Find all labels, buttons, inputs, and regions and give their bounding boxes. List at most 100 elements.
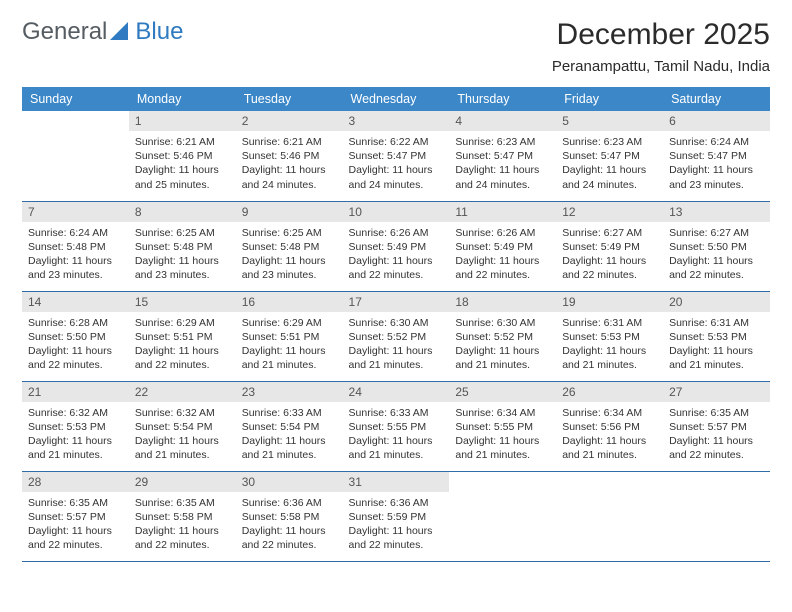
day-number: 29 <box>129 472 236 492</box>
day-body: Sunrise: 6:30 AMSunset: 5:52 PMDaylight:… <box>449 312 556 379</box>
day-number: 8 <box>129 202 236 222</box>
sunrise-line: Sunrise: 6:28 AM <box>28 316 123 330</box>
day-cell: 11Sunrise: 6:26 AMSunset: 5:49 PMDayligh… <box>449 201 556 291</box>
sunrise-line: Sunrise: 6:36 AM <box>242 496 337 510</box>
day-number: 17 <box>343 292 450 312</box>
day-body: Sunrise: 6:29 AMSunset: 5:51 PMDaylight:… <box>129 312 236 379</box>
day-body: Sunrise: 6:29 AMSunset: 5:51 PMDaylight:… <box>236 312 343 379</box>
day-cell: 12Sunrise: 6:27 AMSunset: 5:49 PMDayligh… <box>556 201 663 291</box>
sunrise-line: Sunrise: 6:35 AM <box>669 406 764 420</box>
sunrise-line: Sunrise: 6:24 AM <box>669 135 764 149</box>
day-cell: 21Sunrise: 6:32 AMSunset: 5:53 PMDayligh… <box>22 381 129 471</box>
sunset-line: Sunset: 5:52 PM <box>349 330 444 344</box>
day-cell: 13Sunrise: 6:27 AMSunset: 5:50 PMDayligh… <box>663 201 770 291</box>
weekday-header: Tuesday <box>236 87 343 111</box>
empty-cell <box>22 111 129 201</box>
day-number: 30 <box>236 472 343 492</box>
day-body: Sunrise: 6:23 AMSunset: 5:47 PMDaylight:… <box>449 131 556 198</box>
sunset-line: Sunset: 5:51 PM <box>135 330 230 344</box>
sunrise-line: Sunrise: 6:27 AM <box>669 226 764 240</box>
calendar-table: SundayMondayTuesdayWednesdayThursdayFrid… <box>22 87 770 562</box>
day-cell: 6Sunrise: 6:24 AMSunset: 5:47 PMDaylight… <box>663 111 770 201</box>
sunrise-line: Sunrise: 6:33 AM <box>242 406 337 420</box>
day-cell: 31Sunrise: 6:36 AMSunset: 5:59 PMDayligh… <box>343 471 450 561</box>
day-number: 12 <box>556 202 663 222</box>
sunset-line: Sunset: 5:53 PM <box>669 330 764 344</box>
day-body: Sunrise: 6:23 AMSunset: 5:47 PMDaylight:… <box>556 131 663 198</box>
sunset-line: Sunset: 5:50 PM <box>28 330 123 344</box>
day-body: Sunrise: 6:31 AMSunset: 5:53 PMDaylight:… <box>556 312 663 379</box>
day-cell: 16Sunrise: 6:29 AMSunset: 5:51 PMDayligh… <box>236 291 343 381</box>
day-number: 13 <box>663 202 770 222</box>
day-body: Sunrise: 6:33 AMSunset: 5:55 PMDaylight:… <box>343 402 450 469</box>
sunset-line: Sunset: 5:51 PM <box>242 330 337 344</box>
sunset-line: Sunset: 5:46 PM <box>242 149 337 163</box>
daylight-line: Daylight: 11 hours and 21 minutes. <box>242 344 337 372</box>
day-body: Sunrise: 6:21 AMSunset: 5:46 PMDaylight:… <box>129 131 236 198</box>
daylight-line: Daylight: 11 hours and 22 minutes. <box>669 254 764 282</box>
weekday-header: Monday <box>129 87 236 111</box>
day-cell: 17Sunrise: 6:30 AMSunset: 5:52 PMDayligh… <box>343 291 450 381</box>
sunset-line: Sunset: 5:48 PM <box>28 240 123 254</box>
sunset-line: Sunset: 5:55 PM <box>349 420 444 434</box>
logo-text-general: General <box>22 18 107 46</box>
daylight-line: Daylight: 11 hours and 24 minutes. <box>349 163 444 191</box>
daylight-line: Daylight: 11 hours and 21 minutes. <box>455 434 550 462</box>
sunset-line: Sunset: 5:50 PM <box>669 240 764 254</box>
day-body: Sunrise: 6:27 AMSunset: 5:50 PMDaylight:… <box>663 222 770 289</box>
title-block: December 2025 Peranampattu, Tamil Nadu, … <box>552 18 770 75</box>
day-body: Sunrise: 6:34 AMSunset: 5:55 PMDaylight:… <box>449 402 556 469</box>
day-body: Sunrise: 6:25 AMSunset: 5:48 PMDaylight:… <box>129 222 236 289</box>
sunrise-line: Sunrise: 6:24 AM <box>28 226 123 240</box>
day-cell: 24Sunrise: 6:33 AMSunset: 5:55 PMDayligh… <box>343 381 450 471</box>
calendar-body: 1Sunrise: 6:21 AMSunset: 5:46 PMDaylight… <box>22 111 770 561</box>
daylight-line: Daylight: 11 hours and 22 minutes. <box>242 524 337 552</box>
day-cell: 5Sunrise: 6:23 AMSunset: 5:47 PMDaylight… <box>556 111 663 201</box>
day-cell: 29Sunrise: 6:35 AMSunset: 5:58 PMDayligh… <box>129 471 236 561</box>
sunset-line: Sunset: 5:47 PM <box>562 149 657 163</box>
day-body: Sunrise: 6:31 AMSunset: 5:53 PMDaylight:… <box>663 312 770 379</box>
day-number: 2 <box>236 111 343 131</box>
calendar-row: 7Sunrise: 6:24 AMSunset: 5:48 PMDaylight… <box>22 201 770 291</box>
daylight-line: Daylight: 11 hours and 22 minutes. <box>669 434 764 462</box>
day-number: 21 <box>22 382 129 402</box>
sunrise-line: Sunrise: 6:29 AM <box>135 316 230 330</box>
day-cell: 10Sunrise: 6:26 AMSunset: 5:49 PMDayligh… <box>343 201 450 291</box>
sunrise-line: Sunrise: 6:32 AM <box>28 406 123 420</box>
daylight-line: Daylight: 11 hours and 21 minutes. <box>562 434 657 462</box>
day-body: Sunrise: 6:24 AMSunset: 5:47 PMDaylight:… <box>663 131 770 198</box>
sunset-line: Sunset: 5:57 PM <box>669 420 764 434</box>
day-number: 31 <box>343 472 450 492</box>
day-cell: 15Sunrise: 6:29 AMSunset: 5:51 PMDayligh… <box>129 291 236 381</box>
sunset-line: Sunset: 5:53 PM <box>562 330 657 344</box>
sunrise-line: Sunrise: 6:31 AM <box>669 316 764 330</box>
sunset-line: Sunset: 5:53 PM <box>28 420 123 434</box>
day-body: Sunrise: 6:26 AMSunset: 5:49 PMDaylight:… <box>343 222 450 289</box>
day-body: Sunrise: 6:35 AMSunset: 5:58 PMDaylight:… <box>129 492 236 559</box>
day-cell: 14Sunrise: 6:28 AMSunset: 5:50 PMDayligh… <box>22 291 129 381</box>
sunrise-line: Sunrise: 6:25 AM <box>135 226 230 240</box>
daylight-line: Daylight: 11 hours and 21 minutes. <box>349 434 444 462</box>
day-number: 7 <box>22 202 129 222</box>
sunset-line: Sunset: 5:48 PM <box>135 240 230 254</box>
day-number: 23 <box>236 382 343 402</box>
day-number: 14 <box>22 292 129 312</box>
daylight-line: Daylight: 11 hours and 23 minutes. <box>135 254 230 282</box>
weekday-header: Saturday <box>663 87 770 111</box>
logo-text-blue: Blue <box>135 18 183 46</box>
day-number: 1 <box>129 111 236 131</box>
daylight-line: Daylight: 11 hours and 21 minutes. <box>242 434 337 462</box>
day-number: 24 <box>343 382 450 402</box>
daylight-line: Daylight: 11 hours and 22 minutes. <box>349 524 444 552</box>
day-body: Sunrise: 6:28 AMSunset: 5:50 PMDaylight:… <box>22 312 129 379</box>
sunset-line: Sunset: 5:54 PM <box>242 420 337 434</box>
daylight-line: Daylight: 11 hours and 21 minutes. <box>669 344 764 372</box>
sunrise-line: Sunrise: 6:31 AM <box>562 316 657 330</box>
sunset-line: Sunset: 5:59 PM <box>349 510 444 524</box>
sunset-line: Sunset: 5:49 PM <box>455 240 550 254</box>
sunset-line: Sunset: 5:47 PM <box>349 149 444 163</box>
daylight-line: Daylight: 11 hours and 22 minutes. <box>135 524 230 552</box>
daylight-line: Daylight: 11 hours and 24 minutes. <box>455 163 550 191</box>
day-number: 16 <box>236 292 343 312</box>
sunrise-line: Sunrise: 6:34 AM <box>455 406 550 420</box>
